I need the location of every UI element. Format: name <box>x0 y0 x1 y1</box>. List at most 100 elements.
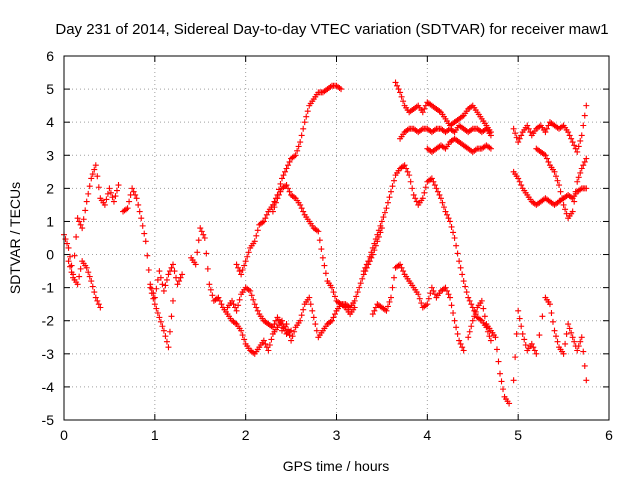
data-point <box>319 254 326 261</box>
data-point <box>170 297 176 304</box>
data-point <box>198 228 205 235</box>
series-late-mid <box>510 168 590 208</box>
y-tick-label: 2 <box>46 180 54 196</box>
data-point <box>168 313 175 320</box>
data-point <box>577 169 584 176</box>
data-point <box>515 307 522 314</box>
series-early-arc <box>61 162 122 278</box>
data-point <box>583 377 590 384</box>
data-point <box>569 139 576 146</box>
data-point <box>395 86 402 93</box>
data-point <box>238 271 245 278</box>
data-point <box>195 237 202 244</box>
data-point <box>138 215 145 222</box>
data-point <box>104 190 111 197</box>
data-point <box>328 284 335 291</box>
data-point <box>421 105 428 112</box>
data-point <box>298 132 305 139</box>
data-point <box>203 250 210 257</box>
data-point <box>531 347 538 354</box>
data-point <box>451 235 458 241</box>
data-point <box>500 386 507 393</box>
data-point <box>433 185 440 192</box>
data-point <box>107 189 114 196</box>
data-point <box>471 313 478 320</box>
data-point <box>571 198 578 205</box>
data-point <box>76 218 83 225</box>
data-point <box>372 236 379 243</box>
data-point <box>65 244 72 251</box>
data-point <box>513 134 520 141</box>
data-point <box>518 132 525 139</box>
series-down-from-5 <box>392 79 494 136</box>
x-tick-label: 6 <box>605 427 613 443</box>
x-tick-label: 2 <box>242 427 250 443</box>
data-point <box>298 205 305 212</box>
data-point <box>380 214 387 221</box>
data-point <box>515 175 522 182</box>
data-point <box>88 278 95 285</box>
data-point <box>472 308 479 315</box>
series-scatter-low <box>465 297 513 407</box>
y-tick-label: -5 <box>42 412 55 428</box>
data-point <box>289 333 296 340</box>
data-point <box>216 297 223 304</box>
data-point <box>262 215 269 222</box>
data-point <box>562 340 569 347</box>
data-point <box>154 276 161 283</box>
data-point <box>282 327 289 334</box>
series-low-right <box>369 261 467 354</box>
data-point <box>386 298 393 305</box>
data-point <box>357 280 364 287</box>
data-point <box>297 139 304 146</box>
data-point <box>67 253 74 260</box>
data-point <box>542 129 549 136</box>
data-point <box>515 139 522 146</box>
data-point <box>248 292 255 299</box>
data-point <box>148 290 155 297</box>
x-tick-label: 0 <box>60 427 68 443</box>
data-point <box>559 195 566 202</box>
data-point <box>518 323 525 330</box>
data-point <box>298 312 305 319</box>
data-point <box>454 250 461 257</box>
data-point <box>528 340 535 347</box>
data-point <box>450 310 457 317</box>
chart-title: Day 231 of 2014, Sidereal Day-to-day VTE… <box>55 21 608 38</box>
data-point <box>457 340 464 347</box>
data-point <box>294 147 301 154</box>
data-point <box>313 327 320 334</box>
data-point <box>581 112 588 119</box>
data-point <box>304 108 311 115</box>
data-point <box>232 304 239 311</box>
data-point <box>300 306 307 313</box>
data-point <box>64 240 71 247</box>
data-point <box>307 301 314 308</box>
y-tick-label: -4 <box>42 379 55 395</box>
data-point <box>285 162 292 169</box>
series-late-low <box>510 294 590 384</box>
data-point <box>581 362 588 369</box>
data-point <box>425 295 432 302</box>
x-tick-label: 4 <box>423 427 431 443</box>
data-point <box>465 334 472 341</box>
data-point <box>239 266 246 273</box>
data-point <box>74 281 81 288</box>
data-point <box>553 333 560 340</box>
data-point <box>430 178 437 185</box>
data-point <box>85 269 92 276</box>
data-point <box>251 238 258 245</box>
data-point <box>150 295 157 302</box>
data-point <box>271 321 278 328</box>
data-point <box>556 182 563 189</box>
data-point <box>300 125 307 132</box>
data-point <box>135 201 142 208</box>
data-point <box>428 284 435 291</box>
data-point <box>492 334 499 341</box>
data-point <box>62 236 69 243</box>
data-point <box>126 198 133 205</box>
data-point <box>106 185 113 192</box>
data-point <box>419 109 426 116</box>
data-point <box>71 252 78 259</box>
